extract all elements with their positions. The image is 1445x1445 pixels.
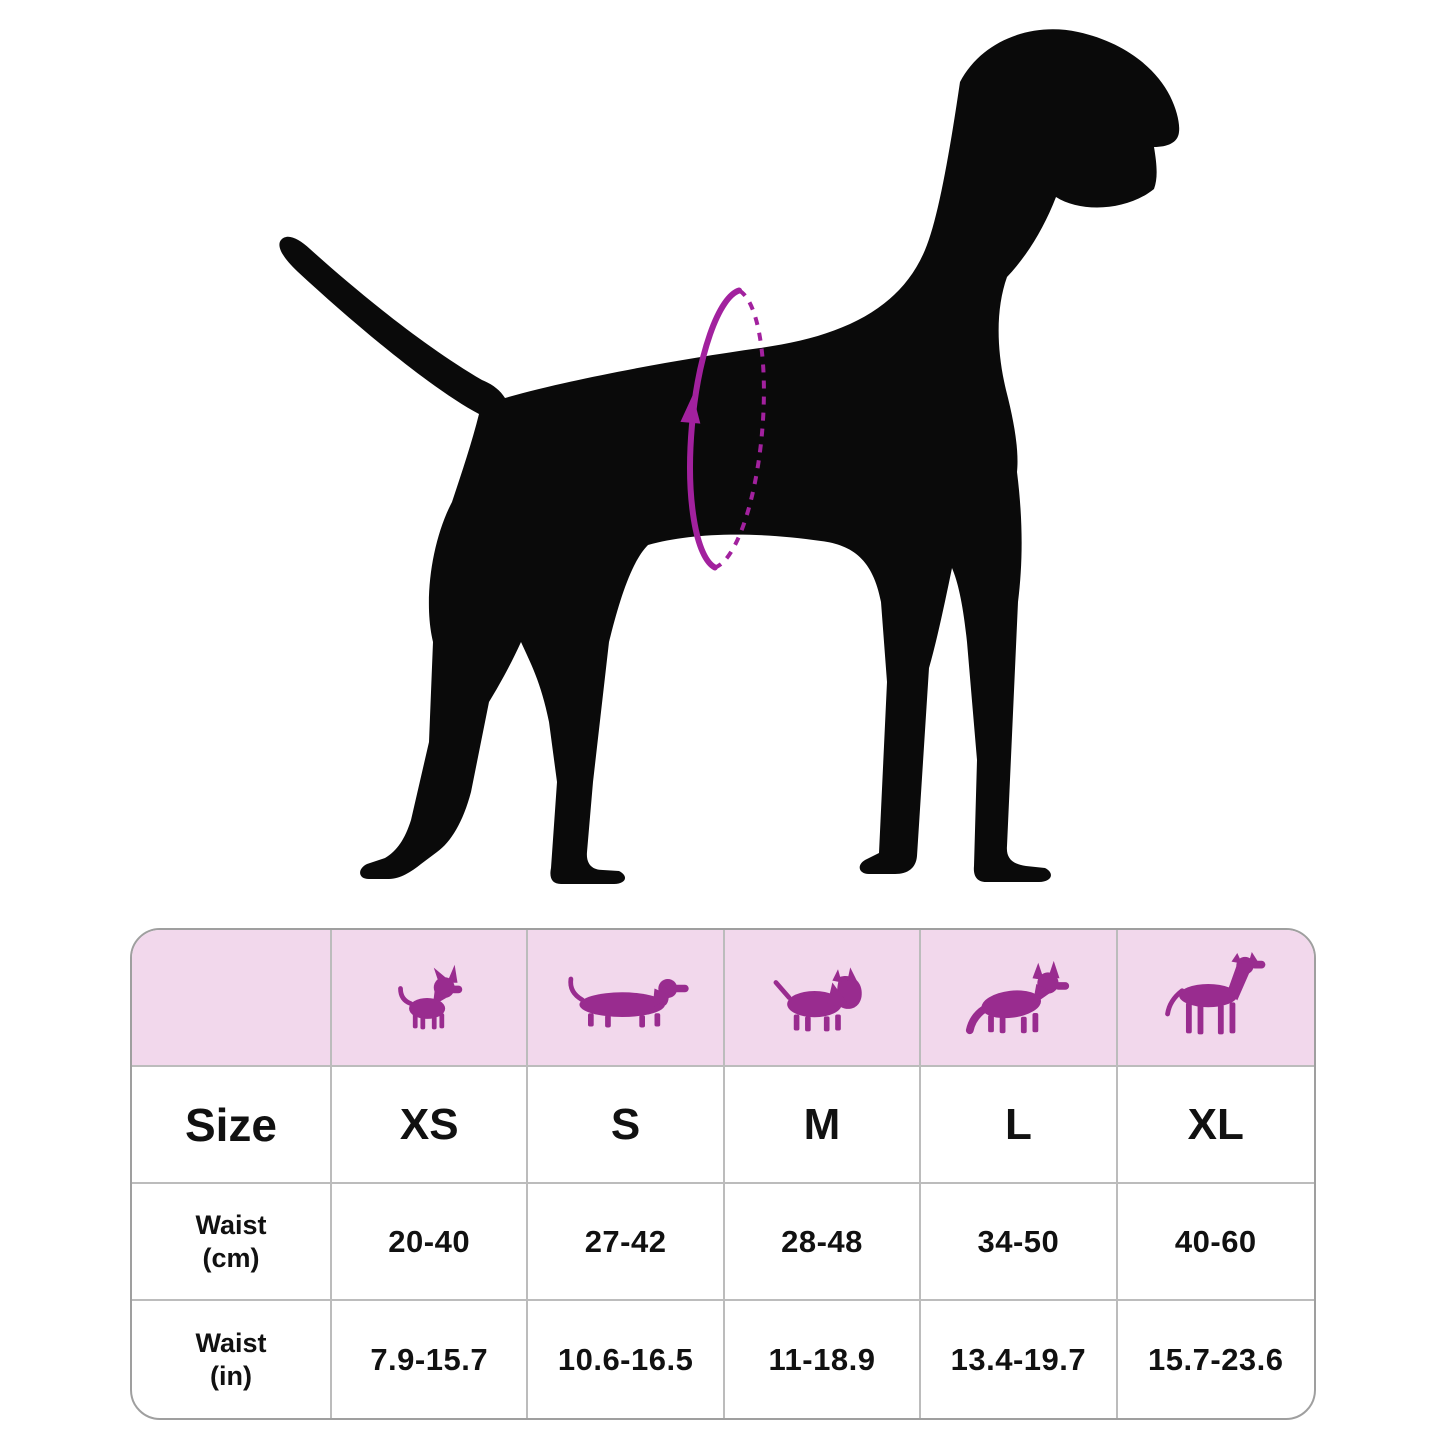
size-cell-xs: XS bbox=[332, 1067, 529, 1184]
size-cell-xl: XL bbox=[1117, 1067, 1314, 1184]
waist-cm-cell-s: 27-42 bbox=[528, 1184, 725, 1301]
bull-terrier-icon bbox=[767, 958, 877, 1038]
waist-in-value-xs: 7.9-15.7 bbox=[370, 1341, 489, 1377]
waist-cm-cell-xs: 20-40 bbox=[332, 1184, 529, 1301]
great-dane-icon bbox=[1158, 951, 1273, 1044]
waist-in-cell-xl: 15.7-23.6 bbox=[1118, 1301, 1314, 1418]
waist-in-cell-xs: 7.9-15.7 bbox=[332, 1301, 529, 1418]
table-header-corner bbox=[132, 930, 332, 1067]
size-table: Size XS S M L XL Waist (cm) 20-40 27-42 … bbox=[130, 928, 1316, 1420]
waist-cm-value-xl: 40-60 bbox=[1174, 1223, 1257, 1259]
table-header-xl bbox=[1117, 930, 1314, 1067]
waist-in-cell-m: 11-18.9 bbox=[725, 1301, 922, 1418]
dog-silhouette bbox=[279, 29, 1180, 884]
waist-cm-value-xs: 20-40 bbox=[388, 1223, 471, 1259]
size-row-label-cell: Size bbox=[132, 1067, 332, 1184]
size-cell-m: M bbox=[724, 1067, 922, 1184]
waist-in-value-xl: 15.7-23.6 bbox=[1148, 1341, 1284, 1377]
waist-cm-value-l: 34-50 bbox=[977, 1223, 1060, 1259]
size-value-s: S bbox=[610, 1099, 641, 1149]
dachshund-icon bbox=[556, 960, 696, 1036]
waist-cm-value-m: 28-48 bbox=[781, 1223, 863, 1259]
table-header-m bbox=[724, 930, 922, 1067]
waist-cm-cell-m: 28-48 bbox=[724, 1184, 922, 1301]
size-row-label: Size bbox=[184, 1098, 278, 1151]
size-value-l: L bbox=[1004, 1099, 1032, 1149]
waist-in-cell-l: 13.4-19.7 bbox=[921, 1301, 1118, 1418]
waist-in-label-cell: Waist (in) bbox=[132, 1301, 332, 1418]
waist-in-cell-s: 10.6-16.5 bbox=[528, 1301, 725, 1418]
waist-cm-label-cell: Waist (cm) bbox=[132, 1184, 332, 1301]
size-value-m: M bbox=[803, 1099, 841, 1149]
german-shepherd-icon bbox=[961, 957, 1076, 1039]
chihuahua-icon bbox=[389, 960, 469, 1036]
dog-illustration bbox=[279, 29, 1180, 884]
waist-cm-cell-xl: 40-60 bbox=[1117, 1184, 1314, 1301]
size-cell-l: L bbox=[921, 1067, 1118, 1184]
measure-arrow-icon bbox=[680, 394, 701, 424]
waist-in-label: Waist (in) bbox=[195, 1328, 267, 1391]
waist-cm-label: Waist (cm) bbox=[195, 1210, 267, 1273]
table-header-s bbox=[528, 930, 725, 1067]
size-value-xl: XL bbox=[1187, 1099, 1244, 1149]
waist-in-value-l: 13.4-19.7 bbox=[950, 1341, 1087, 1377]
size-value-xs: XS bbox=[399, 1099, 459, 1149]
waist-in-value-s: 10.6-16.5 bbox=[557, 1341, 694, 1377]
table-header-xs bbox=[332, 930, 529, 1067]
waist-cm-cell-l: 34-50 bbox=[921, 1184, 1118, 1301]
waist-cm-value-s: 27-42 bbox=[584, 1223, 667, 1259]
size-cell-s: S bbox=[528, 1067, 725, 1184]
waist-in-value-m: 11-18.9 bbox=[768, 1341, 876, 1377]
waist-measure-loop bbox=[680, 287, 766, 571]
table-header-l bbox=[921, 930, 1118, 1067]
